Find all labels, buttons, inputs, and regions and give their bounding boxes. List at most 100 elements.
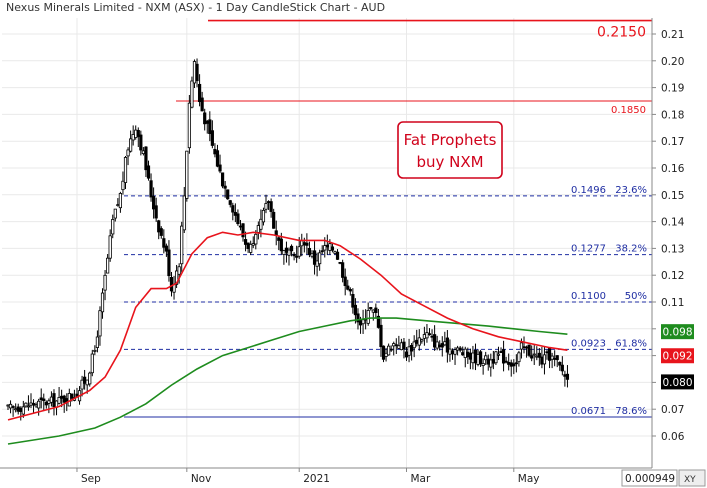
candle-body: [180, 225, 184, 265]
fibonacci-levels: 0.2150 0.1850 0.1496 23.6% 0.1277 38.2% 0.1100…: [124, 19, 652, 418]
candle-body: [295, 255, 299, 258]
y-tick-label: 0.20: [661, 56, 684, 68]
y-tick-label: 0.07: [661, 404, 684, 416]
candle-body: [494, 351, 498, 364]
y-tick-label: 0.13: [661, 243, 684, 255]
candle-body: [26, 405, 31, 408]
price-badge-box: [661, 374, 694, 390]
xy-button-label[interactable]: XY: [684, 475, 696, 485]
candle-body: [190, 80, 194, 108]
candle-body: [504, 360, 508, 363]
candles: [6, 58, 570, 421]
candle-body: [530, 355, 534, 359]
candle-body: [545, 351, 549, 354]
candle-body: [141, 150, 145, 154]
candle-body: [21, 406, 25, 415]
candle-body: [417, 337, 421, 346]
callout-line-2: buy NXM: [416, 153, 483, 171]
xy-button-frame[interactable]: [678, 469, 706, 487]
candle-body: [458, 347, 462, 351]
candle-body: [218, 164, 222, 172]
x-tick-label: 2021: [303, 473, 330, 485]
candle-body: [251, 243, 255, 246]
candle-body: [420, 339, 424, 342]
price-badge-label: 0.080: [662, 377, 692, 389]
candle-body: [407, 346, 411, 356]
candle-body: [31, 403, 36, 406]
candle-body: [167, 249, 171, 277]
candle-body: [394, 344, 398, 347]
candle-body: [563, 374, 567, 377]
candle-body: [123, 157, 128, 183]
candle-body: [129, 138, 133, 152]
candle-body: [272, 211, 276, 229]
candle-body: [24, 402, 28, 407]
candle-body: [307, 247, 312, 255]
x-tick-label: Sep: [81, 473, 101, 485]
y-tick-label: 0.15: [661, 190, 684, 202]
candle-body: [100, 292, 105, 313]
fib-pct-label: 50%: [625, 291, 647, 302]
candle-body: [223, 185, 227, 189]
candle-body: [39, 397, 43, 401]
candle-body: [29, 402, 33, 406]
candle-body: [162, 238, 166, 248]
candle-body: [98, 310, 102, 337]
high-label-peak: 0.2150: [597, 25, 646, 41]
candle-body: [154, 205, 158, 219]
candle-body: [415, 339, 419, 344]
candle-body: [381, 345, 386, 360]
candle-body: [323, 245, 327, 251]
fib-value-label: 0.1277: [571, 244, 606, 255]
candle-body: [540, 356, 544, 365]
candle-body: [47, 400, 51, 404]
candle-body: [558, 361, 562, 366]
candle-body: [310, 253, 314, 257]
candle-body: [111, 219, 115, 235]
candle-body: [57, 397, 61, 404]
candle-body: [139, 134, 143, 151]
candle-body: [509, 362, 513, 367]
candle-body: [269, 201, 273, 212]
candle-body: [277, 237, 281, 241]
candle-body: [210, 130, 214, 146]
candle-body: [126, 149, 130, 157]
candle-body: [448, 348, 452, 355]
candle-body: [121, 180, 125, 191]
candle-body: [486, 358, 490, 365]
fib-pct-label: 61.8%: [615, 338, 647, 349]
candle-body: [333, 251, 337, 254]
candle-body: [220, 172, 225, 187]
candle-body: [289, 245, 294, 252]
candle-body: [427, 333, 432, 336]
candle-body: [205, 120, 209, 124]
candle-body: [481, 363, 485, 366]
candle-body: [134, 129, 138, 138]
candle-body: [49, 396, 54, 403]
candle-body: [366, 310, 370, 324]
fib-value-label: 0.1496: [571, 185, 606, 196]
candle-body: [116, 204, 120, 207]
candle-body: [484, 355, 488, 361]
candle-body: [266, 201, 271, 203]
candle-body: [461, 352, 465, 356]
candle-body: [200, 97, 204, 112]
candle-body: [532, 353, 536, 356]
candle-body: [501, 349, 506, 364]
candle-body: [371, 309, 375, 313]
candle-body: [512, 363, 516, 367]
candle-body: [182, 195, 186, 231]
xy-mode-button[interactable]: XY: [678, 469, 706, 487]
fib-value-label: 0.1100: [571, 291, 606, 302]
callout-box: Fat Prophets buy NXM: [397, 121, 503, 179]
candle-body: [353, 304, 358, 316]
candle-body: [397, 345, 401, 349]
candle-body: [312, 250, 317, 265]
candle-body: [524, 346, 529, 349]
candle-body: [203, 112, 207, 125]
candle-body: [67, 393, 71, 407]
price-badges: 0.098 0.092 0.080: [661, 324, 694, 390]
candle-body: [131, 134, 135, 141]
candle-body: [410, 345, 414, 352]
candle-body: [361, 319, 365, 325]
